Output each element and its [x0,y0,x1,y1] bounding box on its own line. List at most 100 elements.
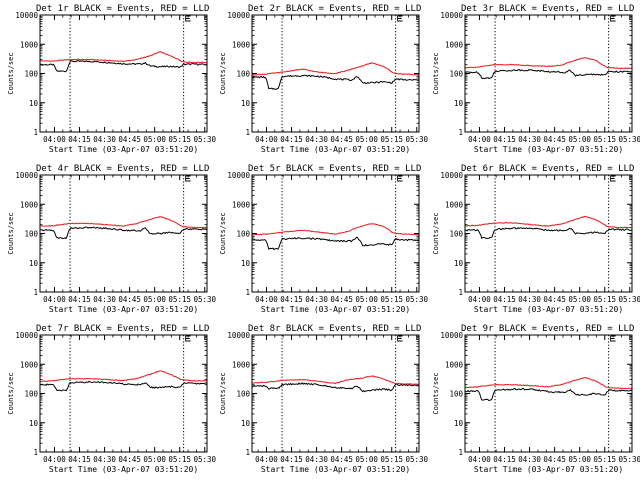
panel-9r-x-tick-label: 05:30 [618,455,640,464]
panel-2r: Det 2r BLACK = Events, RED = LLD Counts/s… [219,4,429,154]
panel-9r-y-axis-label: Counts/sec [432,372,440,414]
panel-5r-title: Det 5r BLACK = Events, RED = LLD [248,164,421,174]
panel-9r-series-events [464,388,633,402]
panel-2r-y-tick-label: 100 [236,70,250,79]
panel-5r-series-lld [251,223,420,236]
panel-3r-x-tick-label: 04:00 [468,135,491,144]
panel-3r: Det 3r BLACK = Events, RED = LLD Counts/s… [432,4,640,154]
panel-7r-x-tick-label: 04:00 [43,455,66,464]
panel-1r-y-tick-label: 10 [29,99,39,108]
panel-1r-x-tick-label: 04:45 [118,135,141,144]
panel-7r-y-tick-label: 1000 [20,360,39,369]
panel-1r: Det 1r BLACK = Events, RED = LLD Counts/s… [7,4,217,154]
panel-7r-x-tick-label: 04:30 [93,455,116,464]
panel-8r-y-tick-label: 10000 [227,331,250,340]
panel-5r-x-tick-label: 05:30 [405,295,428,304]
panel-5r-y-axis-label: Counts/sec [219,212,227,254]
panel-9r-y-tick-label: 1 [458,448,463,457]
panel-4r-x-tick-label: 05:30 [193,295,216,304]
panel-2r-title: Det 2r BLACK = Events, RED = LLD [248,4,421,14]
panel-3r-y-tick-label: 10000 [440,11,463,20]
panel-5r-x-tick-label: 05:15 [380,295,403,304]
panel-5r-x-axis-label: Start Time (03-Apr-07 03:51:20) [261,305,410,314]
panel-3r-y-tick-label: 1000 [445,40,464,49]
panel-5r-x-tick-label: 04:45 [330,295,353,304]
panel-4r-x-axis-label: Start Time (03-Apr-07 03:51:20) [49,305,198,314]
panel-4r-y-axis-label: Counts/sec [7,212,15,254]
panel-4r-x-tick-label: 05:15 [168,295,191,304]
panel-1r-x-tick-label: 05:30 [193,135,216,144]
panel-6r-y-tick-label: 1000 [445,200,464,209]
panel-1r-x-tick-label: 04:30 [93,135,116,144]
panel-6r-y-tick-label: 10000 [440,171,463,180]
panel-8r-x-tick-label: 05:15 [380,455,403,464]
panel-3r-x-tick-label: 05:15 [593,135,616,144]
panel-6r-e-flag-icon [610,175,616,182]
panel-8r-x-tick-label: 04:15 [280,455,303,464]
panel-6r-title: Det 6r BLACK = Events, RED = LLD [461,164,634,174]
panel-5r-y-tick-label: 100 [236,230,250,239]
panel-5r-x-tick-label: 04:30 [305,295,328,304]
panel-7r-x-tick-label: 05:00 [143,455,166,464]
panel-7r-series-events [39,380,208,392]
panel-2r-y-tick-label: 10000 [227,11,250,20]
panel-4r-series-lld [39,215,208,229]
panel-7r-y-tick-label: 10 [29,419,39,428]
panel-2r-x-tick-label: 04:00 [255,135,278,144]
panel-8r-y-tick-label: 100 [236,390,250,399]
panel-7r-x-tick-label: 05:30 [193,455,216,464]
panel-7r-title: Det 7r BLACK = Events, RED = LLD [36,324,209,334]
panel-2r-x-tick-label: 05:15 [380,135,403,144]
panel-3r-series-lld [464,57,633,70]
panel-2r-series-events [251,74,420,90]
panel-1r-series-lld [39,51,208,64]
panel-6r-y-tick-label: 10 [454,259,464,268]
panel-3r-x-axis-label: Start Time (03-Apr-07 03:51:20) [474,145,623,154]
panel-4r-x-tick-label: 04:45 [118,295,141,304]
panel-5r-y-tick-label: 1000 [232,200,251,209]
panel-6r-frame [464,174,633,293]
panel-9r-frame [464,334,633,453]
panel-2r-e-flag-icon [397,15,403,22]
panel-8r-x-axis-label: Start Time (03-Apr-07 03:51:20) [261,465,410,474]
panel-2r-x-axis-label: Start Time (03-Apr-07 03:51:20) [261,145,410,154]
panel-3r-y-tick-label: 1 [458,128,463,137]
panel-1r-series-events [39,60,208,73]
panel-4r-y-tick-label: 10000 [15,171,38,180]
panel-4r-y-tick-label: 10 [29,259,39,268]
panel-9r-x-tick-label: 05:15 [593,455,616,464]
panel-3r-e-flag-icon [610,15,616,22]
panel-6r-y-tick-label: 100 [449,230,463,239]
panel-1r-x-tick-label: 04:15 [68,135,91,144]
panel-3r-x-tick-label: 05:30 [618,135,640,144]
panel-9r-series-lld [464,377,633,390]
panel-6r-y-axis-label: Counts/sec [432,212,440,254]
panel-1r-y-tick-label: 1 [33,128,38,137]
panel-9r-y-tick-label: 100 [449,390,463,399]
panel-7r-frame [39,334,208,453]
panel-2r-y-tick-label: 1000 [232,40,251,49]
panel-3r-x-tick-label: 04:45 [543,135,566,144]
panel-8r-x-tick-label: 04:45 [330,455,353,464]
panel-1r-y-tick-label: 1000 [20,40,39,49]
panel-7r-x-tick-label: 04:15 [68,455,91,464]
panel-2r-y-axis-label: Counts/sec [219,52,227,94]
panel-3r-frame [464,14,633,133]
panel-4r-y-tick-label: 100 [24,230,38,239]
panel-6r-x-tick-label: 04:15 [493,295,516,304]
panel-6r: Det 6r BLACK = Events, RED = LLD Counts/s… [432,164,640,314]
panel-9r-e-flag-icon [610,335,616,342]
panel-1r-y-axis-label: Counts/sec [7,52,15,94]
panel-2r-x-tick-label: 05:30 [405,135,428,144]
panel-8r-x-tick-label: 05:30 [405,455,428,464]
panel-2r-x-tick-label: 05:00 [355,135,378,144]
panel-7r-y-tick-label: 100 [24,390,38,399]
panel-6r-x-tick-label: 04:30 [518,295,541,304]
panel-4r-frame [39,174,208,293]
panel-8r-y-tick-label: 10 [241,419,251,428]
panel-9r-x-tick-label: 04:30 [518,455,541,464]
panel-7r-x-tick-label: 05:15 [168,455,191,464]
panel-4r-x-tick-label: 04:30 [93,295,116,304]
panel-2r-x-tick-label: 04:45 [330,135,353,144]
